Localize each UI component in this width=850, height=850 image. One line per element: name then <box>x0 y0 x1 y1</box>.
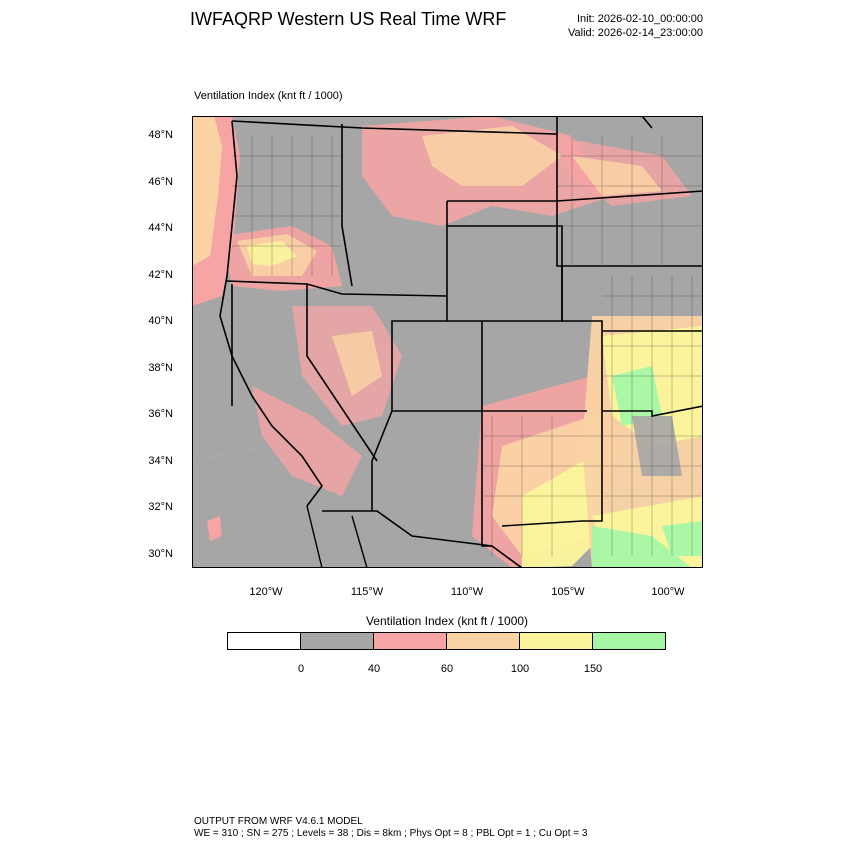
lat-tick: 46°N <box>148 176 173 188</box>
lon-tick: 110°W <box>450 586 484 598</box>
colorbar-swatch <box>519 632 593 650</box>
colorbar-swatch <box>373 632 447 650</box>
ventilation-index-map <box>192 116 703 568</box>
lat-tick: 36°N <box>148 408 173 420</box>
colorbar-swatch <box>446 632 520 650</box>
colorbar-swatch <box>300 632 374 650</box>
lon-tick: 115°W <box>350 586 384 598</box>
lat-tick: 30°N <box>148 548 173 560</box>
colorbar-swatch <box>227 632 301 650</box>
plot-title: IWFAQRP Western US Real Time WRF <box>190 9 507 29</box>
lon-tick: 100°W <box>651 586 685 598</box>
colorbar <box>227 632 666 650</box>
map-frame <box>192 116 703 568</box>
valid-time: Valid: 2026-02-14_23:00:00 <box>568 27 703 39</box>
lat-tick: 48°N <box>148 129 173 141</box>
init-time: Init: 2026-02-10_00:00:00 <box>577 13 703 25</box>
model-config-line: WE = 310 ; SN = 275 ; Levels = 38 ; Dis … <box>194 828 588 839</box>
colorbar-label: Ventilation Index (knt ft / 1000) <box>365 614 529 628</box>
colorbar-tick: 0 <box>297 663 305 675</box>
lat-tick: 38°N <box>148 362 173 374</box>
map-canvas <box>192 116 703 568</box>
colorbar-tick: 60 <box>440 663 454 675</box>
colorbar-tick: 150 <box>583 663 603 675</box>
colorbar-swatch <box>592 632 666 650</box>
lat-tick: 42°N <box>148 269 173 281</box>
lon-tick: 120°W <box>249 586 283 598</box>
lat-tick: 34°N <box>148 455 173 467</box>
mexico-border <box>322 510 523 568</box>
lon-tick: 105°W <box>551 586 585 598</box>
lat-tick: 40°N <box>148 315 173 327</box>
coastal-peach-region <box>192 116 222 266</box>
lat-tick: 32°N <box>148 501 173 513</box>
colorbar-tick: 100 <box>510 663 530 675</box>
pacific-coastline <box>219 120 323 507</box>
colorbar-tick: 40 <box>367 663 381 675</box>
map-field-label: Ventilation Index (knt ft / 1000) <box>194 90 343 102</box>
lat-tick: 44°N <box>148 222 173 234</box>
model-output-line: OUTPUT FROM WRF V4.6.1 MODEL <box>194 816 363 827</box>
